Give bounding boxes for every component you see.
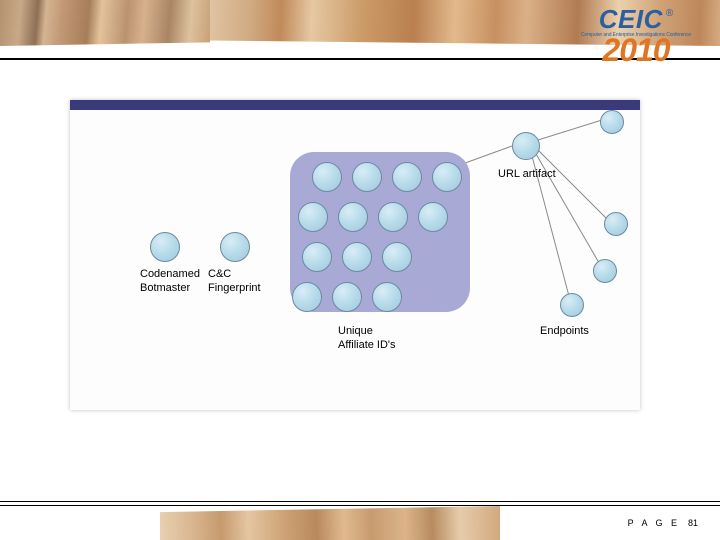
affiliate-node <box>312 162 342 192</box>
affiliate-node <box>432 162 462 192</box>
affiliate-node <box>342 242 372 272</box>
affiliate-node <box>338 202 368 232</box>
label-url-artifact-text: URL artifact <box>498 168 556 180</box>
header-photo-left <box>0 0 210 46</box>
label-endpoints-text: Endpoints <box>540 325 589 337</box>
diagram-card: URL artifact Codenamed Botmaster C&C Fin… <box>70 100 640 410</box>
diagram-canvas: URL artifact Codenamed Botmaster C&C Fin… <box>70 110 640 410</box>
label-bot-line1: Codenamed <box>140 268 200 280</box>
label-bot-line2: Botmaster <box>140 282 190 294</box>
label-cc-line1: C&C <box>208 268 231 280</box>
slide-page: CEIC ® Computer and Enterprise Investiga… <box>0 0 720 540</box>
affiliate-node <box>292 282 322 312</box>
footer-rule-top <box>0 501 720 502</box>
affiliate-node <box>378 202 408 232</box>
footer-photo <box>160 506 500 540</box>
page-number: P A G E 81 <box>628 518 698 528</box>
page-label: P A G E <box>628 518 680 528</box>
endpoint-node <box>604 212 628 236</box>
label-url-artifact: URL artifact <box>498 168 556 182</box>
logo-ceic-text: CEIC <box>599 4 663 35</box>
ceic-logo: CEIC ® Computer and Enterprise Investiga… <box>576 4 696 69</box>
affiliate-node <box>302 242 332 272</box>
endpoint-node <box>593 259 617 283</box>
botmaster-node <box>150 232 180 262</box>
affiliate-node <box>352 162 382 192</box>
cc-fingerprint-node <box>220 232 250 262</box>
label-cc-line2: Fingerprint <box>208 282 261 294</box>
label-endpoints: Endpoints <box>540 325 589 339</box>
url-artifact-node <box>512 132 540 160</box>
endpoint-node <box>560 293 584 317</box>
logo-registered-icon: ® <box>666 8 673 19</box>
affiliate-node <box>382 242 412 272</box>
footer-rule-bottom <box>0 505 720 506</box>
label-cc-fingerprint: C&C Fingerprint <box>208 268 261 296</box>
affiliate-node <box>298 202 328 232</box>
affiliate-node <box>372 282 402 312</box>
label-unique-affiliate: Unique Affiliate ID's <box>338 325 396 353</box>
header-band: CEIC ® Computer and Enterprise Investiga… <box>0 0 720 60</box>
logo-line1: CEIC ® <box>599 4 674 35</box>
page-num: 81 <box>688 518 698 528</box>
affiliate-node <box>392 162 422 192</box>
label-codenamed-botmaster: Codenamed Botmaster <box>140 268 200 296</box>
affiliate-node <box>418 202 448 232</box>
label-aff-line1: Unique <box>338 325 373 337</box>
footer-band: P A G E 81 <box>0 492 720 540</box>
endpoint-node <box>600 110 624 134</box>
label-aff-line2: Affiliate ID's <box>338 339 396 351</box>
affiliate-node <box>332 282 362 312</box>
